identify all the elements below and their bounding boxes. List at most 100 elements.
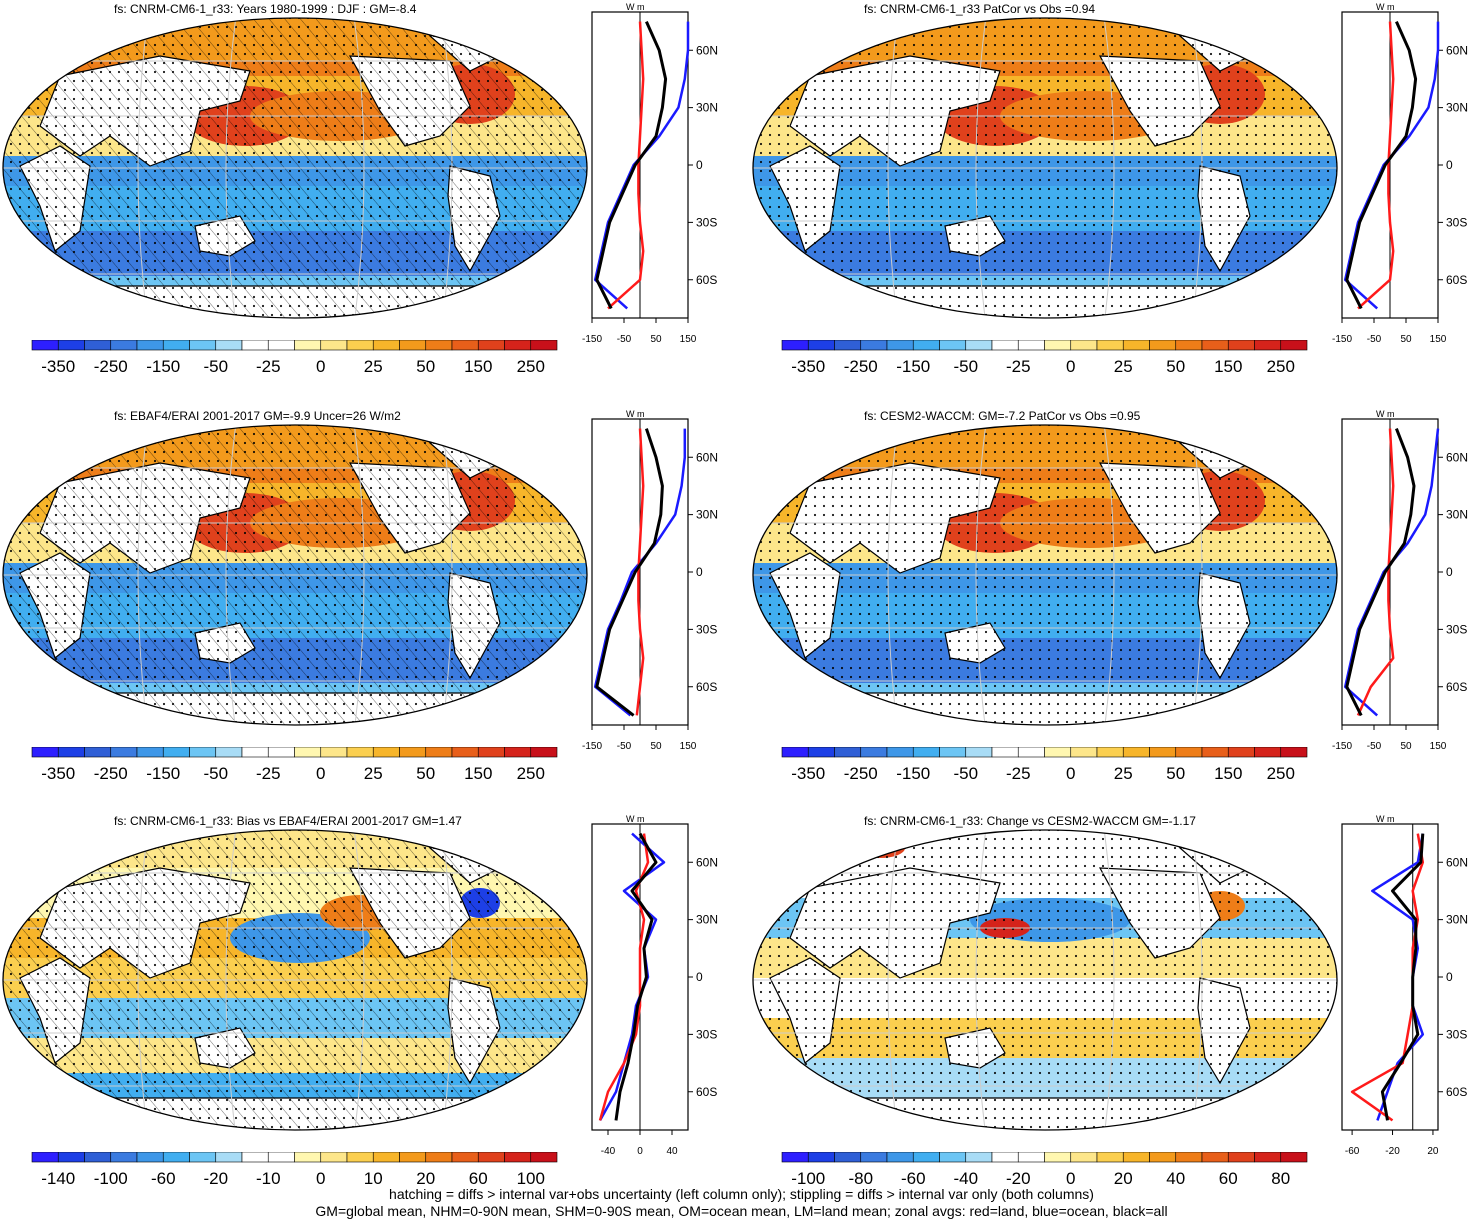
colorbar-swatch xyxy=(372,1152,400,1163)
colorbar-tick-label: 50 xyxy=(416,357,435,376)
colorbar-swatch xyxy=(215,340,243,351)
colorbar-swatch xyxy=(912,1152,940,1163)
zonal-unit-label: W m xyxy=(626,409,645,419)
zonal-ytick-label: 30N xyxy=(696,508,718,522)
zonal-unit-label: W m xyxy=(1376,409,1395,419)
colorbar-tick-label: 25 xyxy=(364,357,383,376)
colorbar-swatch xyxy=(781,1152,809,1163)
colorbar-swatch xyxy=(346,1152,374,1163)
global-map xyxy=(752,829,1338,1131)
map-meridian xyxy=(441,830,453,1130)
colorbar-swatch xyxy=(110,1152,138,1163)
colorbar-swatch xyxy=(1017,340,1045,351)
zonal-ytick-label: 30S xyxy=(1446,215,1467,229)
colorbar-swatch xyxy=(189,1152,217,1163)
colorbar-tick-label: -100 xyxy=(94,1169,128,1188)
zonal-ytick-label: 30N xyxy=(1446,508,1468,522)
panel-title: fs: CESM2-WACCM: GM=-7.2 PatCor vs Obs =… xyxy=(864,409,1141,423)
map-meridian xyxy=(1191,18,1203,318)
colorbar-swatch xyxy=(84,340,112,351)
colorbar-tick-label: 50 xyxy=(1166,357,1185,376)
colorbar-tick-label: 250 xyxy=(1267,764,1295,783)
colorbar-swatch xyxy=(834,1152,862,1163)
zonal-xtick-label: -150 xyxy=(1332,741,1352,749)
colorbar-swatch xyxy=(834,747,862,758)
colorbar-tick-label: 250 xyxy=(517,357,545,376)
zonal-line-all xyxy=(595,20,668,310)
colorbar: -350-250-150-50-2502550150250350 xyxy=(781,747,1308,783)
panel-6: fs: CNRM-CM6-1_r33: Change vs CESM2-WACC… xyxy=(750,812,1483,1212)
colorbar-swatch xyxy=(399,747,427,758)
zonal-ytick-label: 60S xyxy=(1446,1085,1467,1099)
zonal-line-all xyxy=(1380,833,1425,1121)
zonal-xtick-label: 50 xyxy=(650,741,662,749)
colorbar-tick-label: 50 xyxy=(416,764,435,783)
colorbar-swatch xyxy=(860,340,888,351)
map-meridian xyxy=(887,18,899,318)
colorbar: -350-250-150-50-2502550150250350 xyxy=(31,747,558,783)
zonal-xtick-label: -50 xyxy=(1367,741,1382,749)
zonal-unit-label: W m xyxy=(1376,2,1395,12)
colorbar-tick-label: 20 xyxy=(1114,1169,1133,1188)
colorbar-tick-label: 50 xyxy=(1166,764,1185,783)
colorbar-swatch xyxy=(991,340,1019,351)
colorbar-tick-label: -50 xyxy=(953,357,978,376)
map-meridian xyxy=(137,425,149,725)
colorbar-swatch xyxy=(31,1152,59,1163)
colorbar: -140-100-60-20-100102060100140 xyxy=(31,1152,558,1188)
colorbar-swatch xyxy=(110,340,138,351)
colorbar-swatch xyxy=(1201,747,1229,758)
colorbar-swatch xyxy=(1175,340,1203,351)
zonal-ytick-label: 60N xyxy=(696,43,718,57)
map-meridian xyxy=(353,830,365,1130)
footnote-line-2: GM=global mean, NHM=0-90N mean, SHM=0-90… xyxy=(315,1203,1168,1219)
colorbar-swatch xyxy=(504,1152,532,1163)
colorbar-tick-label: 0 xyxy=(1066,1169,1075,1188)
zonal-xtick-label: -50 xyxy=(617,741,632,749)
zonal-xtick-label: 150 xyxy=(680,334,697,342)
map-meridian xyxy=(1103,425,1115,725)
colorbar-swatch xyxy=(1122,340,1150,351)
colorbar-swatch xyxy=(477,340,505,351)
colorbar-swatch xyxy=(965,340,993,351)
colorbar-swatch xyxy=(834,340,862,351)
map-outline xyxy=(752,424,1338,726)
colorbar-tick-label: -350 xyxy=(41,357,75,376)
colorbar-swatch xyxy=(136,747,164,758)
zonal-ytick-label: 60N xyxy=(1446,855,1468,869)
zonal-unit-label: W m xyxy=(626,814,645,824)
colorbar-swatch xyxy=(1044,1152,1072,1163)
map-meridian xyxy=(137,830,149,1130)
colorbar-tick-label: -25 xyxy=(256,764,281,783)
zonal-ytick-label: 30S xyxy=(696,215,717,229)
zonal-line-land xyxy=(1356,428,1395,716)
colorbar: -350-250-150-50-2502550150250350 xyxy=(31,340,558,376)
colorbar-swatch xyxy=(886,340,914,351)
global-map xyxy=(752,17,1338,319)
colorbar-tick-label: 25 xyxy=(1114,357,1133,376)
colorbar-swatch xyxy=(965,1152,993,1163)
colorbar-tick-label: 60 xyxy=(469,1169,488,1188)
colorbar-tick-label: -60 xyxy=(151,1169,176,1188)
colorbar-tick-label: -250 xyxy=(94,764,128,783)
colorbar-tick-label: -20 xyxy=(203,1169,228,1188)
colorbar-swatch xyxy=(451,1152,479,1163)
colorbar-tick-label: -40 xyxy=(953,1169,978,1188)
colorbar-swatch xyxy=(294,747,322,758)
colorbar-swatch xyxy=(807,747,835,758)
colorbar-tick-label: 0 xyxy=(1066,764,1075,783)
zonal-ytick-label: 30N xyxy=(1446,913,1468,927)
colorbar-tick-label: -25 xyxy=(256,357,281,376)
colorbar-swatch xyxy=(1254,1152,1282,1163)
colorbar-swatch xyxy=(110,747,138,758)
colorbar-swatch xyxy=(136,1152,164,1163)
colorbar-swatch xyxy=(241,747,269,758)
global-map xyxy=(752,424,1338,726)
zonal-ytick-label: 0 xyxy=(1446,970,1453,984)
colorbar-swatch xyxy=(372,747,400,758)
panel-2: fs: CNRM-CM6-1_r33 PatCor vs Obs =0.94 -3… xyxy=(750,0,1483,400)
colorbar-tick-label: -150 xyxy=(146,764,180,783)
colorbar-swatch xyxy=(530,340,558,351)
colorbar-swatch xyxy=(939,1152,967,1163)
colorbar-swatch xyxy=(267,340,295,351)
